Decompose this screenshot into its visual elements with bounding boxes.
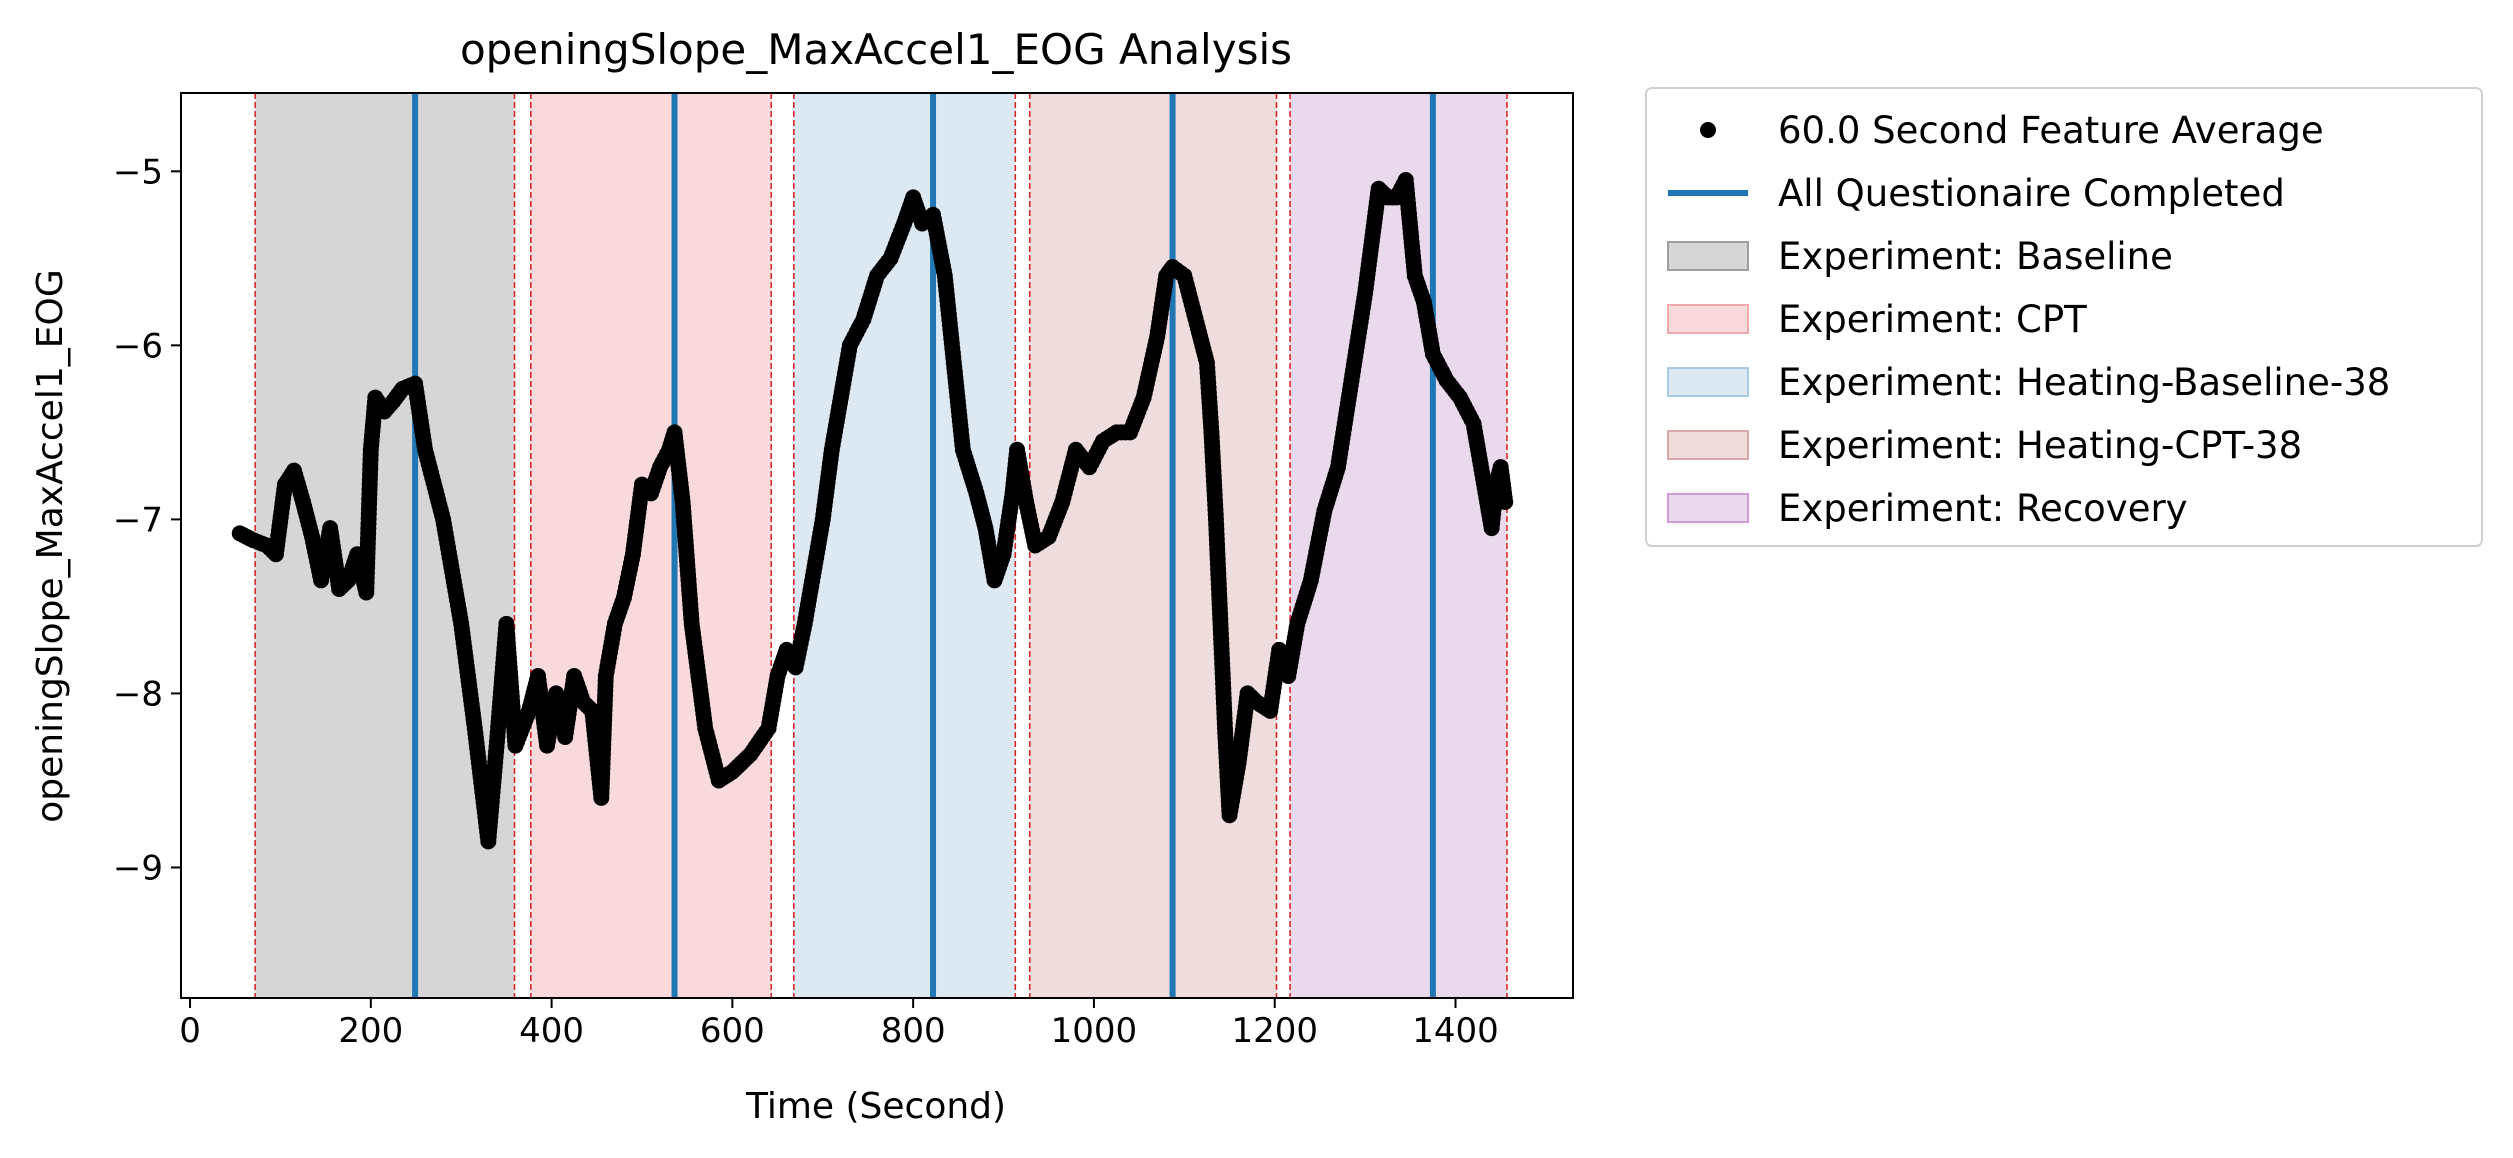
y-tick-label: −6 (113, 326, 163, 366)
x-tick-label: 1200 (1231, 1011, 1318, 1051)
axes: 0 200 400 600 800 1000 1200 1400 −9 −8 −7 −6 −5 (113, 92, 1574, 1051)
plot-inner (231, 93, 1514, 998)
y-tick-label: −9 (113, 848, 163, 888)
x-tick-label: 600 (700, 1011, 765, 1051)
legend-patch (1667, 430, 1749, 460)
legend-marker (1700, 122, 1716, 138)
x-tick-label: 200 (338, 1011, 403, 1051)
x-tick-label: 0 (179, 1011, 201, 1051)
region-cpt (530, 93, 772, 998)
x-axis-label: Time (Second) (745, 1086, 1006, 1127)
legend-patch (1667, 493, 1749, 523)
legend-label: Experiment: Baseline (1778, 235, 2173, 278)
chart-title: openingSlope_MaxAccel1_EOG Analysis (460, 25, 1292, 74)
x-tick-label: 1000 (1051, 1011, 1138, 1051)
legend-patch (1667, 367, 1749, 397)
legend-label: Experiment: Heating-CPT-38 (1778, 424, 2302, 467)
y-tick-label: −7 (113, 500, 163, 540)
legend-label: Experiment: Recovery (1778, 487, 2188, 530)
region-recovery (1290, 93, 1508, 998)
plot-area (231, 93, 1514, 998)
x-tick-label: 400 (519, 1011, 584, 1051)
y-tick-label: −8 (113, 674, 163, 714)
legend-label: All Questionaire Completed (1778, 172, 2285, 215)
legend-label: Experiment: Heating-Baseline-38 (1778, 361, 2390, 404)
region-baseline (255, 93, 515, 998)
legend-label: Experiment: CPT (1778, 298, 2087, 341)
legend-patch (1667, 241, 1749, 271)
legend-box (1645, 87, 2483, 547)
y-tick-label: −5 (113, 152, 163, 192)
legend-patch (1667, 304, 1749, 334)
axes-frame (180, 92, 1574, 999)
legend-label: 60.0 Second Feature Average (1778, 109, 2324, 152)
data-point (1497, 493, 1514, 510)
region-heating-cpt-38 (1029, 93, 1277, 998)
legend: 60.0 Second Feature Average All Questiona… (1645, 87, 2483, 547)
series-points (231, 172, 1514, 850)
x-tick-label: 800 (881, 1011, 946, 1051)
x-tick-label: 1400 (1412, 1011, 1499, 1051)
y-axis-label: openingSlope_MaxAccel1_EOG (30, 269, 71, 822)
